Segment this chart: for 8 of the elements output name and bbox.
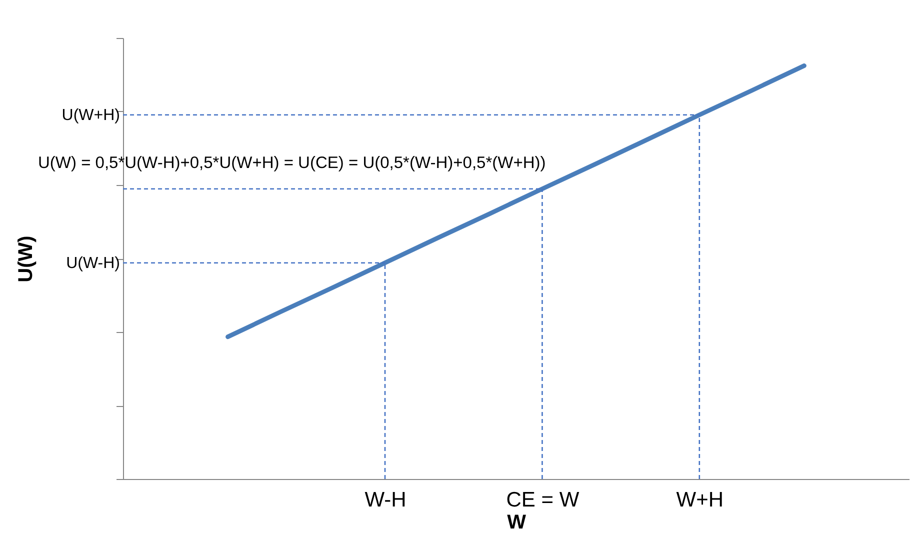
x-tick-label: W+H [676,488,724,512]
x-axis-title: W [507,512,526,534]
x-tick-label: W-H [364,488,406,512]
ref-line-label: U(W-H) [66,254,120,272]
annotation: U(W) = 0,5*U(W-H)+0,5*U(W+H) = U(CE) = U(0,5*(W-H)+0,5*(W+H)) [38,154,546,172]
ref-line-label: U(W+H) [62,106,120,124]
y-axis-title: U(W) [15,236,37,282]
x-tick-label: CE = W [506,488,580,512]
